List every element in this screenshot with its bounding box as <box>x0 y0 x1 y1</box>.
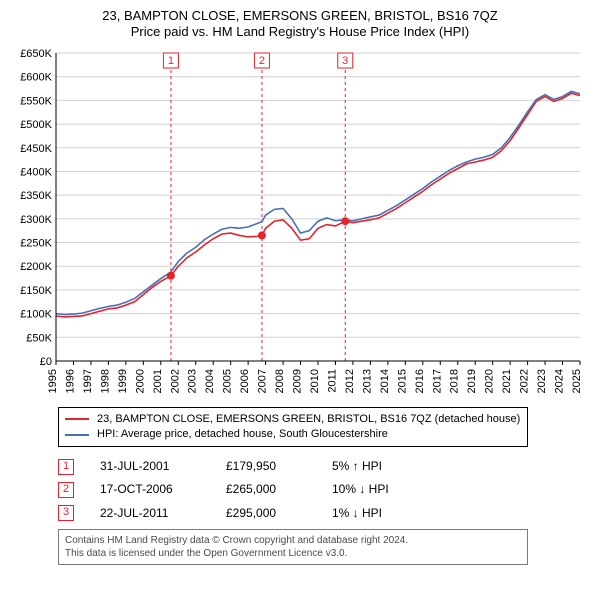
svg-text:2011: 2011 <box>326 369 338 393</box>
svg-text:2021: 2021 <box>501 368 513 392</box>
svg-text:2019: 2019 <box>466 369 478 393</box>
svg-text:£50K: £50K <box>26 332 52 344</box>
marker-date: 22-JUL-2011 <box>100 504 200 523</box>
attribution-line-2: This data is licensed under the Open Gov… <box>65 547 521 560</box>
legend-label: HPI: Average price, detached house, Sout… <box>97 427 388 442</box>
marker-diff: 10% ↓ HPI <box>332 480 432 499</box>
svg-text:2022: 2022 <box>519 369 531 393</box>
svg-text:£350K: £350K <box>20 190 52 202</box>
svg-text:2020: 2020 <box>484 369 496 393</box>
svg-text:1996: 1996 <box>64 369 76 393</box>
svg-text:2007: 2007 <box>257 369 269 393</box>
svg-text:2024: 2024 <box>554 369 566 393</box>
svg-text:2005: 2005 <box>222 369 234 393</box>
svg-text:£150K: £150K <box>20 284 52 296</box>
svg-text:2015: 2015 <box>396 369 408 393</box>
marker-table: 1 31-JUL-2001 £179,950 5% ↑ HPI 2 17-OCT-2006… <box>58 457 586 523</box>
svg-text:£200K: £200K <box>20 261 52 273</box>
marker-row: 3 22-JUL-2011 £295,000 1% ↓ HPI <box>58 504 586 523</box>
svg-text:2004: 2004 <box>204 369 216 393</box>
svg-text:£550K: £550K <box>20 95 52 107</box>
legend-box: 23, BAMPTON CLOSE, EMERSONS GREEN, BRIST… <box>58 407 528 448</box>
marker-badge: 3 <box>58 505 74 521</box>
svg-text:£400K: £400K <box>20 166 52 178</box>
svg-text:1999: 1999 <box>117 369 129 393</box>
svg-text:£300K: £300K <box>20 213 52 225</box>
svg-text:2016: 2016 <box>414 369 426 393</box>
svg-text:2006: 2006 <box>239 369 251 393</box>
svg-text:2003: 2003 <box>187 369 199 393</box>
svg-text:2001: 2001 <box>152 369 164 393</box>
marker-date: 31-JUL-2001 <box>100 457 200 476</box>
svg-text:£250K: £250K <box>20 237 52 249</box>
marker-price: £179,950 <box>226 457 306 476</box>
marker-badge: 1 <box>58 459 74 475</box>
svg-text:1998: 1998 <box>99 369 111 393</box>
title-line-2: Price paid vs. HM Land Registry's House … <box>14 24 586 40</box>
svg-text:£650K: £650K <box>20 48 52 60</box>
attribution-box: Contains HM Land Registry data © Crown c… <box>58 529 528 565</box>
svg-text:2017: 2017 <box>431 369 443 393</box>
svg-text:2012: 2012 <box>344 369 356 393</box>
legend-label: 23, BAMPTON CLOSE, EMERSONS GREEN, BRIST… <box>97 412 520 427</box>
marker-badge: 2 <box>58 482 74 498</box>
legend-swatch <box>65 418 89 420</box>
svg-text:2013: 2013 <box>361 369 373 393</box>
svg-text:£0: £0 <box>40 356 52 368</box>
svg-text:2010: 2010 <box>309 369 321 393</box>
marker-date: 17-OCT-2006 <box>100 480 200 499</box>
svg-text:1997: 1997 <box>82 369 94 393</box>
svg-text:1995: 1995 <box>47 369 59 393</box>
svg-text:£450K: £450K <box>20 142 52 154</box>
legend-row: 23, BAMPTON CLOSE, EMERSONS GREEN, BRIST… <box>65 412 521 427</box>
svg-text:2025: 2025 <box>571 369 583 393</box>
svg-text:2009: 2009 <box>292 369 304 393</box>
chart-area: £0 £50K £100K £150K £200K £250K £300K £350K £400… <box>14 47 586 397</box>
svg-text:2023: 2023 <box>536 369 548 393</box>
price-chart: £0 £50K £100K £150K £200K £250K £300K £350K £400… <box>14 47 586 397</box>
marker-row: 2 17-OCT-2006 £265,000 10% ↓ HPI <box>58 480 586 499</box>
attribution-line-1: Contains HM Land Registry data © Crown c… <box>65 534 521 547</box>
svg-text:1: 1 <box>168 55 174 67</box>
svg-text:£500K: £500K <box>20 119 52 131</box>
svg-text:2002: 2002 <box>169 369 181 393</box>
svg-text:2000: 2000 <box>134 369 146 393</box>
svg-text:£100K: £100K <box>20 308 52 320</box>
svg-text:2018: 2018 <box>449 369 461 393</box>
marker-price: £265,000 <box>226 480 306 499</box>
legend-row: HPI: Average price, detached house, Sout… <box>65 427 521 442</box>
marker-price: £295,000 <box>226 504 306 523</box>
svg-text:2008: 2008 <box>274 369 286 393</box>
svg-text:2: 2 <box>259 55 265 67</box>
legend-swatch <box>65 434 89 436</box>
page-root: 23, BAMPTON CLOSE, EMERSONS GREEN, BRIST… <box>0 0 600 590</box>
marker-row: 1 31-JUL-2001 £179,950 5% ↑ HPI <box>58 457 586 476</box>
title-block: 23, BAMPTON CLOSE, EMERSONS GREEN, BRIST… <box>14 8 586 41</box>
svg-text:£600K: £600K <box>20 71 52 83</box>
title-line-1: 23, BAMPTON CLOSE, EMERSONS GREEN, BRIST… <box>14 8 586 24</box>
svg-text:2014: 2014 <box>379 369 391 393</box>
marker-diff: 1% ↓ HPI <box>332 504 432 523</box>
marker-diff: 5% ↑ HPI <box>332 457 432 476</box>
svg-text:3: 3 <box>342 55 348 67</box>
